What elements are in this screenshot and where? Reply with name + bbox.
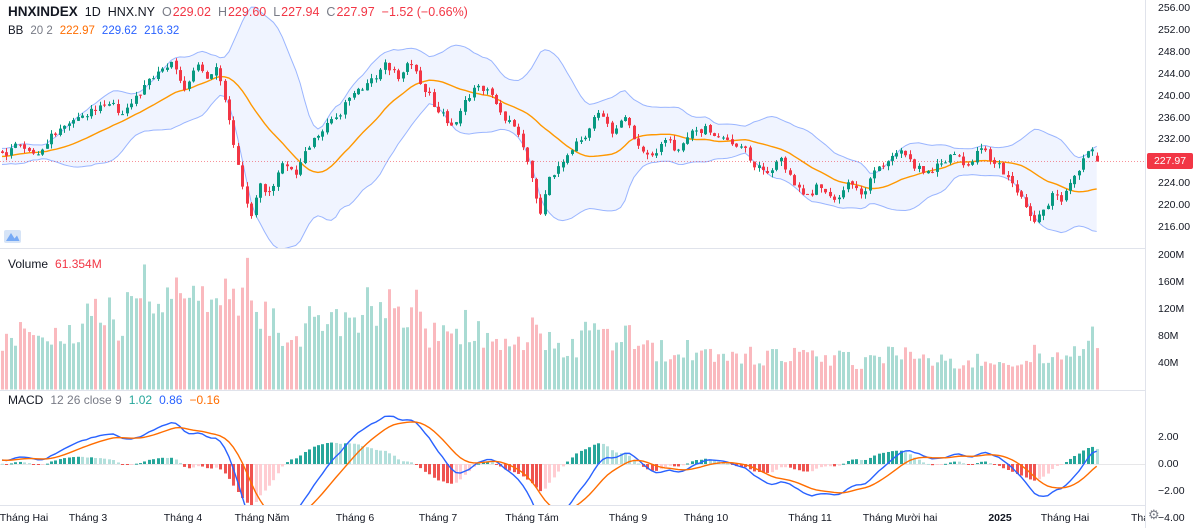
pane-separator[interactable] bbox=[0, 390, 1145, 391]
time-axis-label: Tháng 10 bbox=[683, 512, 729, 524]
axis-tick-label: 224.00 bbox=[1158, 177, 1191, 189]
low-letter: L bbox=[273, 4, 281, 19]
axis-tick-label: 120M bbox=[1158, 303, 1185, 315]
axis-tick-label: 240.00 bbox=[1158, 90, 1191, 102]
volume-name: Volume bbox=[8, 257, 49, 271]
axis-tick-label: 40M bbox=[1158, 357, 1179, 369]
pane-separator[interactable] bbox=[0, 248, 1145, 249]
close-letter: C bbox=[326, 4, 336, 19]
time-axis-label: Tháng Tám bbox=[505, 512, 559, 524]
axis-tick-label: 200M bbox=[1158, 249, 1185, 261]
bb-basis-value: 222.97 bbox=[59, 25, 95, 37]
axis-tick-label: 236.00 bbox=[1158, 112, 1191, 124]
open-value: O 229.02 bbox=[162, 5, 211, 19]
price-axis-column[interactable]: 227.97 ⚙ 256.00 252.00 248.00 244.00 240.00 2… bbox=[1145, 0, 1200, 528]
axis-tick-label: 216.00 bbox=[1158, 221, 1191, 233]
time-axis-label: Tháng Mười hai bbox=[862, 512, 938, 524]
axis-tick-label: 160M bbox=[1158, 276, 1185, 288]
macd-line-value: 0.86 bbox=[159, 393, 183, 407]
bb-upper-value: 229.62 bbox=[101, 25, 138, 37]
time-axis-label: Tháng Năm bbox=[234, 512, 290, 524]
bb-name: BB bbox=[8, 25, 24, 37]
time-axis-label: Tháng 9 bbox=[608, 512, 648, 524]
open-number: 229.02 bbox=[172, 4, 211, 19]
high-letter: H bbox=[217, 4, 227, 19]
bb-params: 20 2 bbox=[30, 25, 53, 37]
low-value: L 227.94 bbox=[273, 5, 319, 19]
axis-tick-label: 0.00 bbox=[1158, 458, 1179, 470]
time-axis-label: Tháng 3 bbox=[68, 512, 108, 524]
axis-tick-label: 256.00 bbox=[1158, 2, 1191, 14]
bb-lower-value: 216.32 bbox=[144, 25, 180, 37]
macd-legend[interactable]: MACD 12 26 close 9 1.02 0.86 −0.16 bbox=[8, 393, 220, 407]
axis-tick-label: 244.00 bbox=[1158, 68, 1191, 80]
last-price-badge: 227.97 bbox=[1147, 153, 1193, 169]
chart-panes: HNXINDEX 1D HNX.NY O 229.02 H 229.60 L 227.… bbox=[0, 0, 1145, 505]
chart-canvas[interactable] bbox=[0, 0, 1145, 505]
macd-params: 12 26 close 9 bbox=[50, 393, 122, 407]
macd-hist-value: 1.02 bbox=[128, 393, 153, 407]
macd-name: MACD bbox=[8, 393, 44, 407]
time-axis-label: Tháng 4 bbox=[163, 512, 203, 524]
symbol-legend[interactable]: HNXINDEX 1D HNX.NY O 229.02 H 229.60 L 227.… bbox=[8, 4, 468, 19]
high-number: 229.60 bbox=[227, 4, 267, 19]
axis-tick-label: 248.00 bbox=[1158, 46, 1191, 58]
axis-tick-label: 2.00 bbox=[1158, 431, 1179, 443]
volume-legend[interactable]: Volume 61.354M bbox=[8, 257, 102, 271]
axis-tick-label: 80M bbox=[1158, 330, 1179, 342]
settings-gear-icon[interactable]: ⚙ bbox=[1148, 507, 1160, 522]
macd-signal-value: −0.16 bbox=[189, 393, 220, 407]
open-letter: O bbox=[161, 4, 172, 19]
close-value: C 227.97 bbox=[326, 5, 374, 19]
low-number: 227.94 bbox=[281, 4, 320, 19]
volume-value: 61.354M bbox=[55, 257, 102, 271]
bb-legend[interactable]: BB 20 2 222.97 229.62 216.32 bbox=[8, 25, 179, 37]
exchange-label: HNX.NY bbox=[107, 4, 155, 19]
time-axis-label: Tháng 7 bbox=[418, 512, 458, 524]
time-axis-label: 2025 bbox=[988, 512, 1012, 524]
axis-tick-label: −4.00 bbox=[1158, 512, 1185, 524]
time-axis-label: Tháng 6 bbox=[335, 512, 375, 524]
axis-tick-label: 232.00 bbox=[1158, 133, 1191, 145]
axis-tick-label: −2.00 bbox=[1158, 485, 1185, 497]
time-axis-label: Tháng 11 bbox=[788, 512, 832, 524]
time-axis-label: Thá bbox=[1130, 512, 1145, 524]
interval-label[interactable]: 1D bbox=[84, 4, 101, 19]
symbol-name[interactable]: HNXINDEX bbox=[8, 4, 78, 19]
time-axis-label: Tháng Hai bbox=[1040, 512, 1090, 524]
axis-tick-label: 220.00 bbox=[1158, 199, 1191, 211]
change-value: −1.52 (−0.66%) bbox=[381, 4, 468, 19]
time-axis[interactable]: Tháng Hai Tháng 3 Tháng 4 Tháng Năm Tháng 6 T… bbox=[0, 505, 1145, 528]
high-value: H 229.60 bbox=[218, 5, 266, 19]
axis-tick-label: 252.00 bbox=[1158, 24, 1191, 36]
time-axis-label: Tháng Hai bbox=[0, 512, 49, 524]
close-number: 227.97 bbox=[336, 4, 375, 19]
area-chart-icon[interactable] bbox=[4, 229, 21, 244]
